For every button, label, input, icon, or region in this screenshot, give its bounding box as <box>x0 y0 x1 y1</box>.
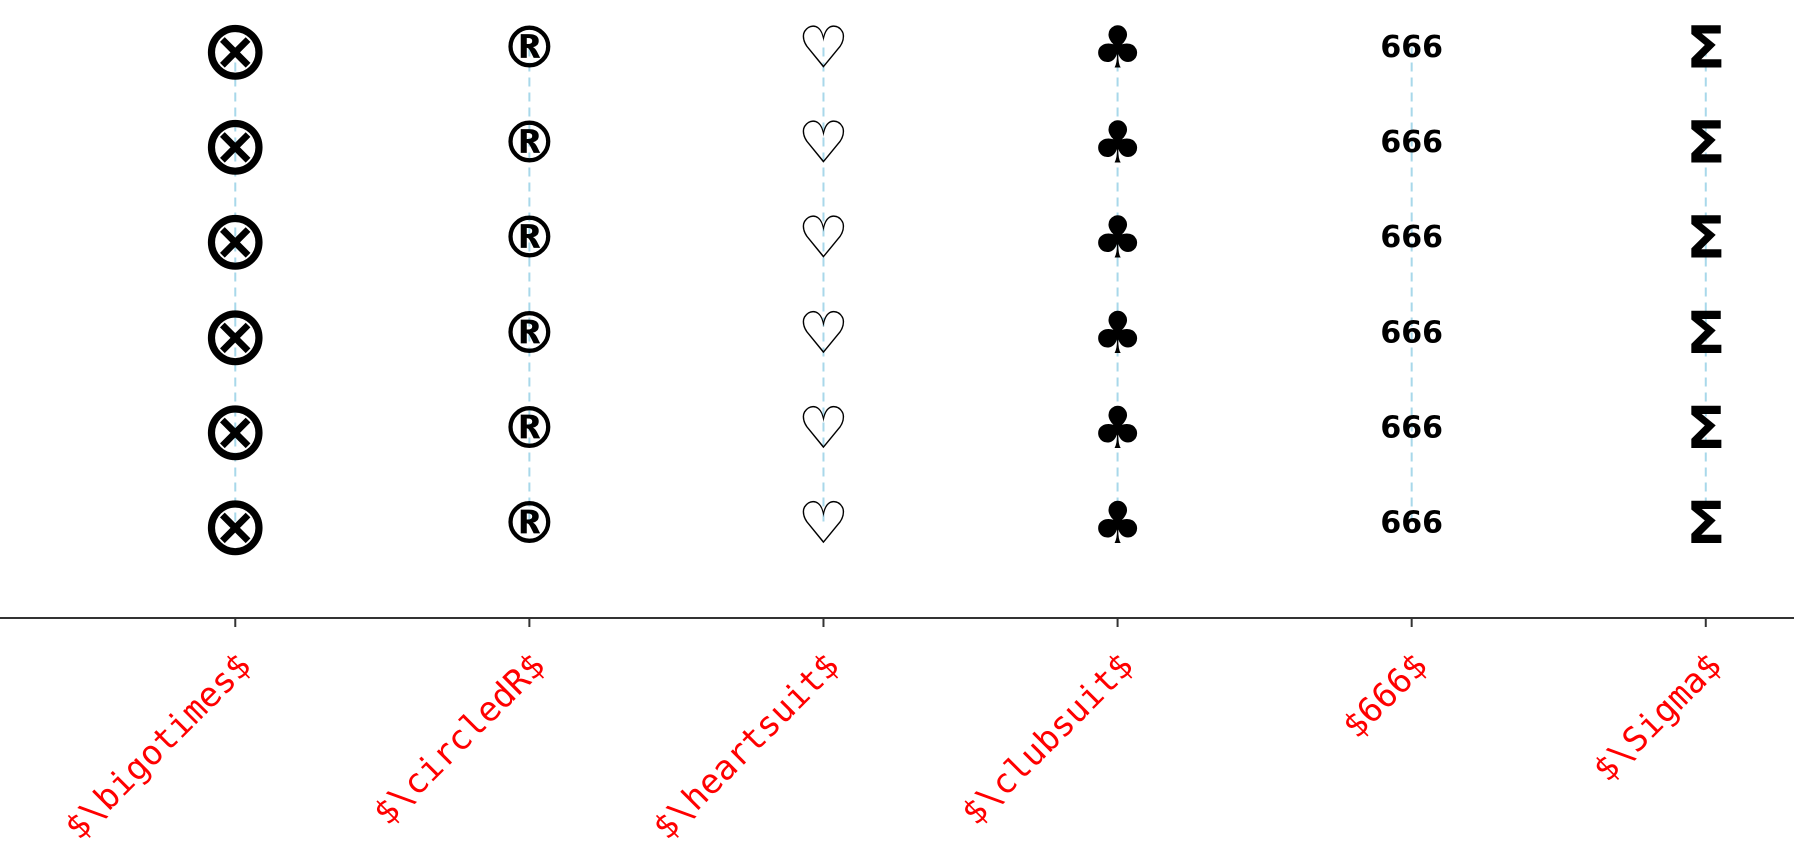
circled-times-icon: ⨂ <box>206 109 264 177</box>
stem-lines <box>234 47 1707 523</box>
club-icon: ♣ <box>1092 14 1144 82</box>
circled-r-icon: ® <box>500 109 558 177</box>
club-icon: ♣ <box>1092 299 1144 367</box>
circled-times-icon: ⨂ <box>206 489 264 557</box>
heart-outline-icon: ♡ <box>797 394 849 462</box>
sigma-icon: Σ <box>1686 299 1726 367</box>
heart-outline-icon: ♡ <box>797 299 849 367</box>
x-tick-label: $\Sigma$ <box>1586 646 1730 790</box>
club-icon: ♣ <box>1092 394 1144 462</box>
club-icon: ♣ <box>1092 204 1144 272</box>
x-tick-label: $\circledR$ <box>366 646 554 834</box>
marker-text-666: 666 <box>1380 220 1443 255</box>
marker-text-666: 666 <box>1380 125 1443 160</box>
circled-r-icon: ® <box>500 489 558 557</box>
club-icon: ♣ <box>1092 109 1144 177</box>
x-axis <box>0 617 1794 627</box>
heart-outline-icon: ♡ <box>797 489 849 557</box>
circled-r-icon: ® <box>500 204 558 272</box>
marker-text-666: 666 <box>1380 505 1443 540</box>
x-tick-label: $666$ <box>1335 646 1436 747</box>
sigma-icon: Σ <box>1686 489 1726 557</box>
sigma-icon: Σ <box>1686 14 1726 82</box>
marker-text-666: 666 <box>1380 315 1443 350</box>
sigma-icon: Σ <box>1686 394 1726 462</box>
heart-outline-icon: ♡ <box>797 204 849 272</box>
x-tick-labels: $\bigotimes$ $\circledR$ $\heartsuit$ $\clu… <box>57 646 1729 848</box>
circled-times-icon: ⨂ <box>206 394 264 462</box>
x-tick-label: $\bigotimes$ <box>57 646 259 848</box>
circled-times-icon: ⨂ <box>206 204 264 272</box>
marker-text-666: 666 <box>1380 30 1443 65</box>
heart-outline-icon: ♡ <box>797 14 849 82</box>
markers: ⨂ ⨂ ⨂ ⨂ ⨂ ⨂ ® ® ® ® ® ® ♡ ♡ ♡ ♡ ♡ ♡ ♣ ♣ ♣ ♣ ♣ ♣ 666 666 666 666 666 6… <box>206 14 1725 557</box>
circled-times-icon: ⨂ <box>206 14 264 82</box>
circled-times-icon: ⨂ <box>206 299 264 367</box>
club-icon: ♣ <box>1092 489 1144 557</box>
heart-outline-icon: ♡ <box>797 109 849 177</box>
x-tick-label: $\clubsuit$ <box>954 646 1142 834</box>
sigma-icon: Σ <box>1686 204 1726 272</box>
circled-r-icon: ® <box>500 394 558 462</box>
x-tick-label: $\heartsuit$ <box>645 646 847 848</box>
circled-r-icon: ® <box>500 299 558 367</box>
marker-text-666: 666 <box>1380 410 1443 445</box>
circled-r-icon: ® <box>500 14 558 82</box>
sigma-icon: Σ <box>1686 109 1726 177</box>
